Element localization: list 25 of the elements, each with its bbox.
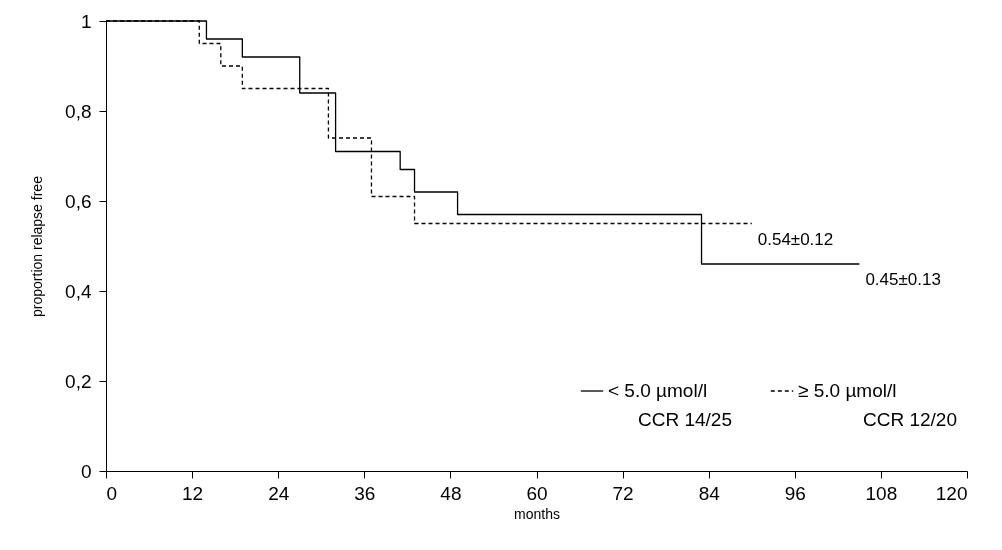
x-tick-label: 24 (268, 482, 290, 504)
x-tick-label: 36 (354, 482, 376, 504)
x-tick-label: 0 (106, 482, 118, 504)
y-tick-label: 1 (80, 10, 92, 32)
x-tick-label: 120 (935, 482, 968, 504)
legend-label: ≥ 5.0 µmol/l (798, 380, 897, 401)
legend-label: < 5.0 µmol/l (608, 380, 708, 401)
x-tick-label: 12 (182, 482, 204, 504)
x-tick-label: 48 (440, 482, 462, 504)
x-tick-label: 108 (865, 482, 898, 504)
x-tick-label: 72 (612, 482, 634, 504)
y-tick-label: 0,4 (65, 280, 92, 302)
y-tick-label: 0,2 (65, 370, 92, 392)
annotation: 0.45±0.13 (865, 270, 941, 289)
x-axis-title: months (514, 505, 560, 522)
annotation: CCR 14/25 (638, 409, 732, 430)
x-tick-label: 60 (526, 482, 548, 504)
y-tick-label: 0 (80, 460, 92, 482)
y-tick-label: 0,8 (65, 100, 92, 122)
y-axis-title: proportion relapse free (29, 175, 46, 317)
annotation: 0.54±0.12 (757, 229, 834, 249)
x-tick-label: 96 (784, 482, 806, 504)
y-tick-label: 0,6 (65, 190, 92, 212)
annotation: CCR 12/20 (863, 409, 957, 430)
x-tick-label: 84 (698, 482, 721, 504)
